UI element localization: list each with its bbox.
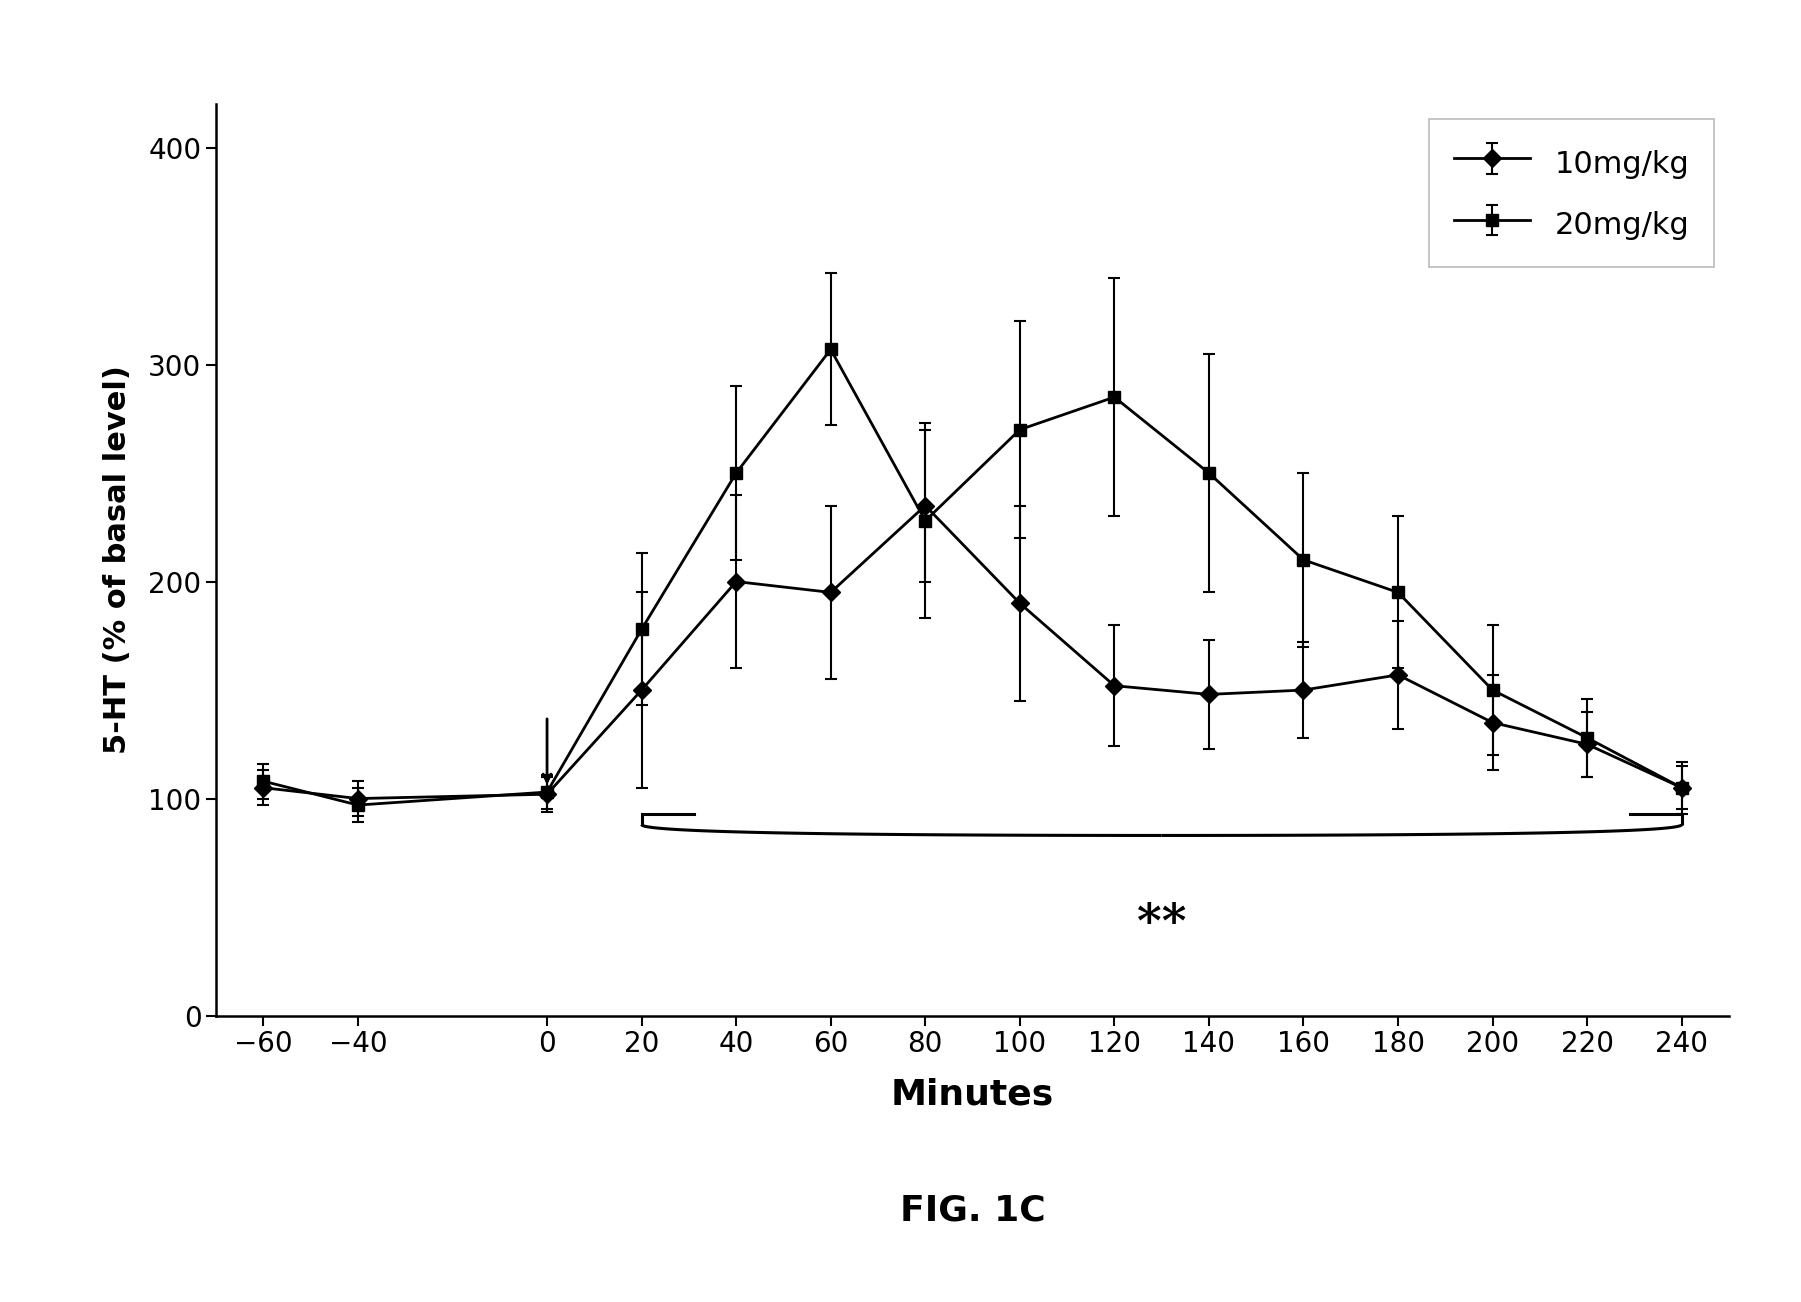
Text: **: ** [1136, 901, 1187, 948]
Y-axis label: 5-HT (% of basal level): 5-HT (% of basal level) [103, 366, 131, 754]
X-axis label: Minutes: Minutes [891, 1078, 1054, 1112]
Legend: 10mg/kg, 20mg/kg: 10mg/kg, 20mg/kg [1430, 120, 1715, 267]
Text: FIG. 1C: FIG. 1C [900, 1194, 1045, 1228]
